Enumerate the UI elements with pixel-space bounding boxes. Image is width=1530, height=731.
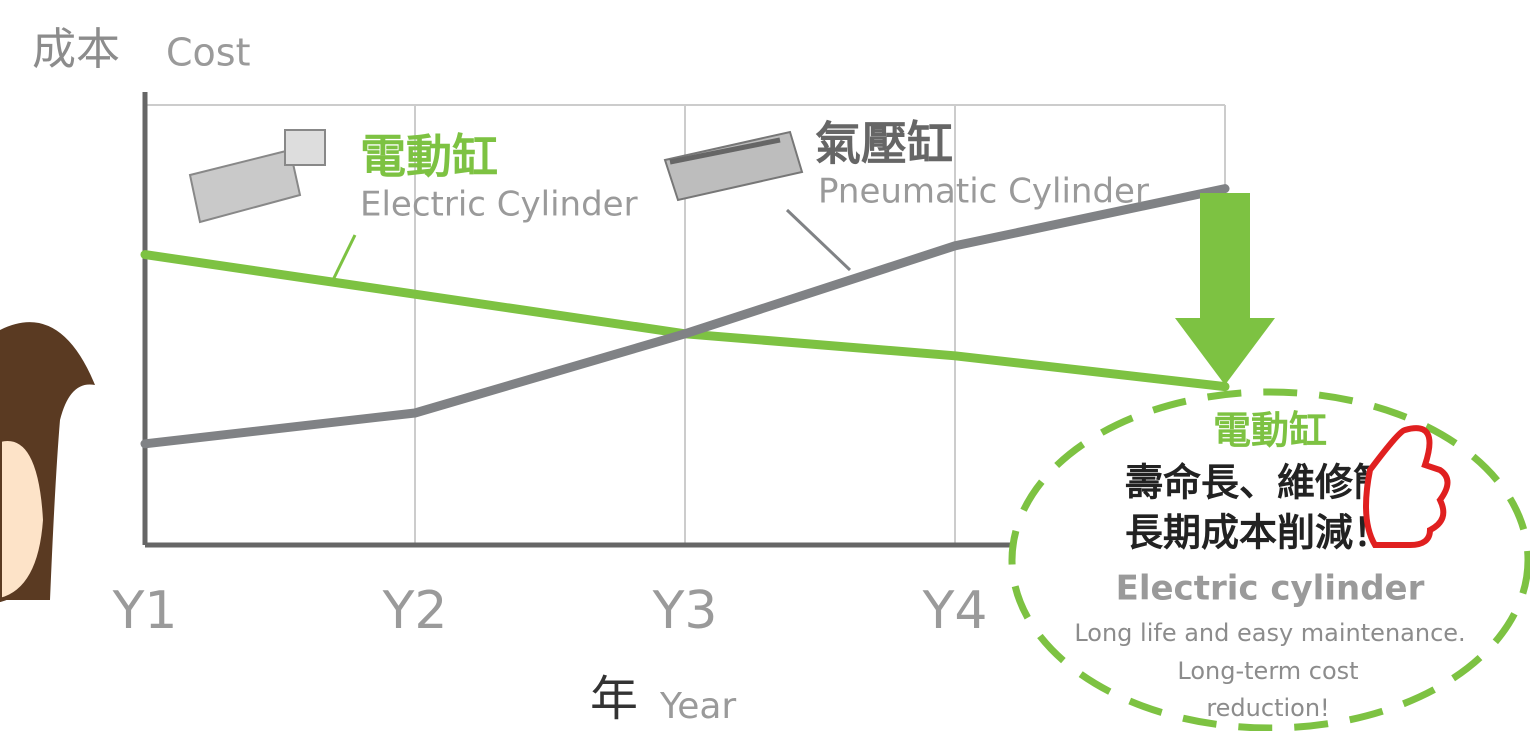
x-axis-label-en: Year [659, 686, 736, 727]
series-label: 電動缸 [360, 130, 498, 184]
callout-line-en: Long life and easy maintenance. [1074, 619, 1465, 647]
y-axis-label: 成本 [32, 24, 120, 75]
leader-line [331, 234, 357, 281]
series-label-en: Pneumatic Cylinder [818, 172, 1149, 212]
callout-line-en: reduction! [1206, 694, 1329, 722]
pneumatic-cylinder-image [663, 130, 804, 202]
series-label: 氣壓缸 [815, 117, 953, 171]
electric-cylinder-image [188, 129, 326, 224]
x-tick-label: Y2 [382, 581, 448, 641]
y-axis-label-en: Cost [166, 31, 250, 75]
cartoon-face [0, 322, 95, 603]
x-tick-label: Y1 [112, 581, 178, 641]
series-label-en: Electric Cylinder [360, 185, 638, 225]
down-arrow [1175, 193, 1275, 385]
callout-title-en: Electric cylinder [1116, 569, 1425, 609]
callout-line-en: Long-term cost [1177, 657, 1358, 685]
x-axis-label: 年 [590, 671, 638, 727]
x-tick-label: Y4 [922, 581, 988, 641]
callout-line: 壽命長、維修簡 [1125, 461, 1391, 505]
leader-line [785, 208, 852, 272]
series-line [140, 184, 1230, 449]
callout-title: 電動缸 [1213, 409, 1327, 453]
callout-line: 長期成本削減！ [1125, 511, 1391, 555]
thumbs-up-icon [1363, 425, 1451, 548]
x-tick-label: Y3 [652, 581, 718, 641]
